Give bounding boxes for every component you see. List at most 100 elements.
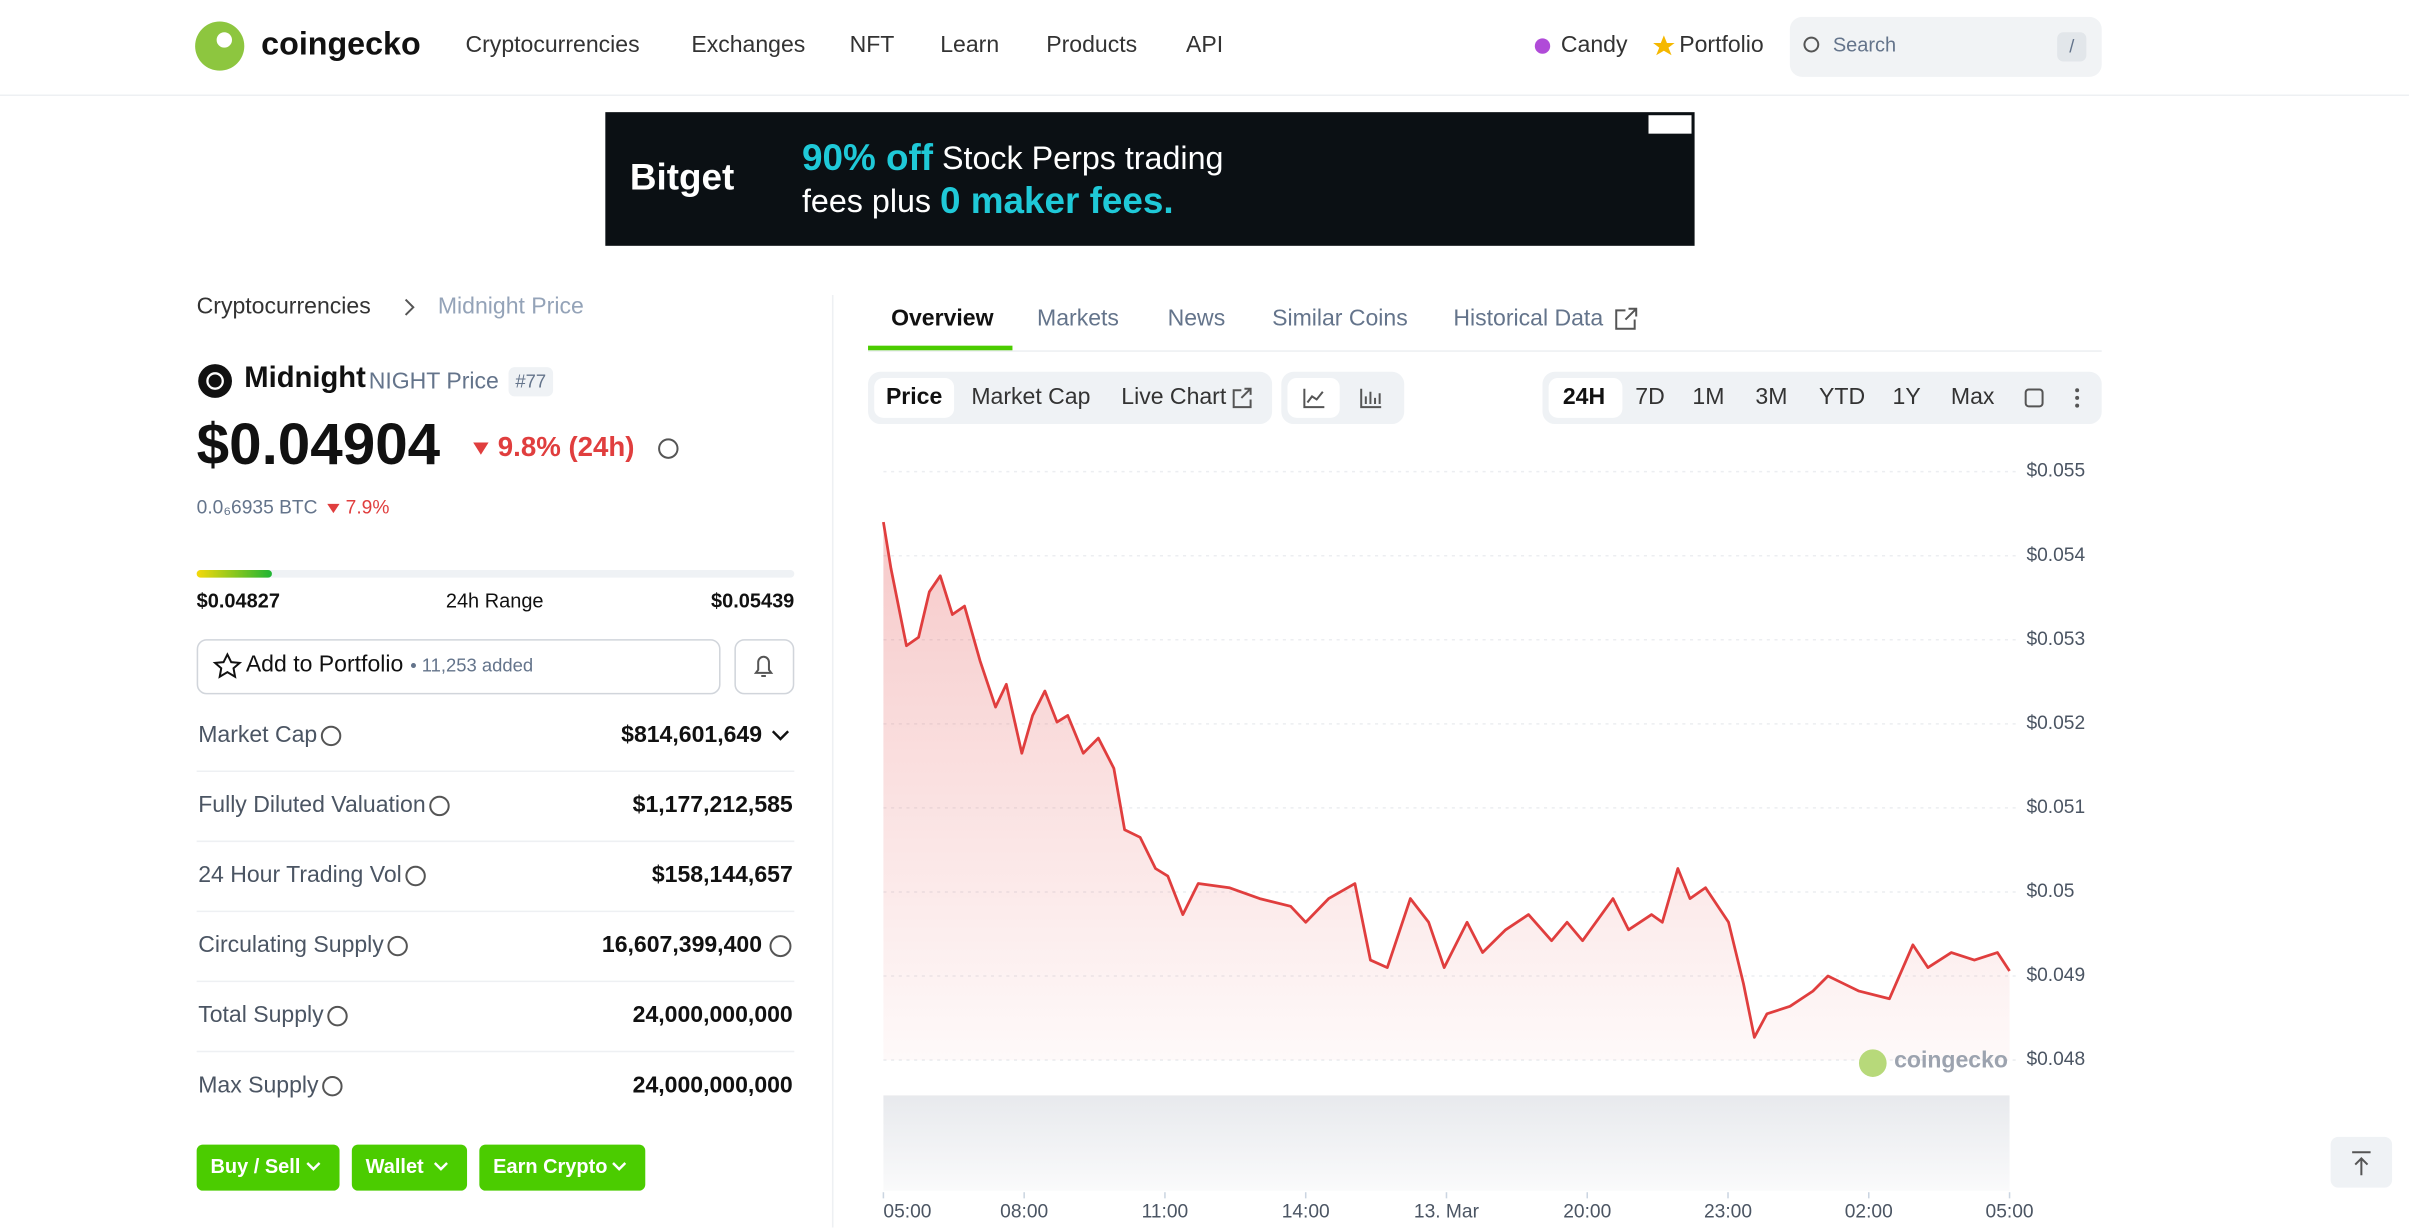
stat-label: Fully Diluted Valuation [198, 791, 425, 817]
range-option[interactable]: 1M [1692, 383, 1724, 409]
y-tick-label: $0.048 [2026, 1049, 2085, 1070]
chevron [433, 1162, 448, 1171]
info-icon [429, 795, 450, 817]
nav-link[interactable]: NFT [850, 31, 895, 57]
nav-link[interactable]: Learn [940, 31, 999, 57]
breadcrumb-link[interactable]: Cryptocurrencies [197, 292, 371, 318]
range-option[interactable]: 3M [1755, 383, 1787, 409]
view-option[interactable]: Price [886, 383, 943, 409]
menu-dot[interactable] [2075, 388, 2080, 393]
nav-link[interactable]: Exchanges [691, 31, 805, 57]
add-portfolio-label: Add to Portfolio [246, 650, 403, 676]
y-tick-label: $0.054 [2026, 545, 2085, 566]
breadcrumb-chevron [404, 298, 415, 316]
range-fill [196, 569, 272, 578]
button-label: Wallet [366, 1156, 424, 1178]
stat-label: Max Supply [198, 1071, 319, 1097]
y-tick-label: $0.055 [2026, 461, 2085, 482]
stat-value: $158,144,657 [652, 861, 793, 887]
btc-change: 7.9% [346, 498, 390, 519]
search-icon [1803, 36, 1820, 53]
range-active[interactable] [1548, 377, 1623, 418]
y-tick-label: $0.053 [2026, 629, 2085, 650]
logo[interactable]: coingecko [261, 26, 421, 62]
view-option[interactable]: Live Chart [1121, 383, 1227, 409]
rank-badge [508, 367, 554, 397]
breadcrumb-current: Midnight Price [438, 292, 584, 318]
y-tick-label: $0.052 [2026, 713, 2085, 734]
ad-highlight: 90% off [802, 137, 934, 178]
x-tick-label: 13. Mar [1414, 1201, 1480, 1222]
star-outline [212, 652, 243, 679]
calendar-icon[interactable] [2024, 388, 2044, 408]
range-option[interactable]: Max [1951, 383, 1995, 409]
price-chart: $0.048 $0.049 $0.05 $0.051 $0.052 $0.053 $0.05… [882, 461, 2085, 1222]
range-option[interactable]: YTD [1819, 383, 1865, 409]
tab[interactable]: Similar Coins [1272, 305, 1408, 331]
tab[interactable]: Markets [1037, 305, 1119, 331]
ad-choices[interactable] [1648, 115, 1692, 134]
stat-label: Total Supply [198, 1001, 324, 1027]
nav-link[interactable]: Cryptocurrencies [466, 31, 640, 57]
watermark-text: coingecko [1894, 1047, 2008, 1073]
search-placeholder: Search [1833, 34, 1896, 56]
candle-chart-icon[interactable] [1360, 388, 1382, 409]
coin-icon-ring [206, 372, 224, 390]
range-toggle [1542, 371, 2102, 425]
ad-line: fees plus 0 maker fees. [802, 180, 1174, 221]
price-line [882, 521, 2011, 1039]
tab[interactable]: Historical Data [1453, 305, 1603, 331]
logo-icon[interactable] [195, 21, 245, 71]
btc-price: 0.0₆6935 BTC [197, 498, 318, 519]
button-label: Earn Crypto [493, 1156, 607, 1178]
menu-dot [2075, 395, 2080, 400]
search-box[interactable] [1789, 16, 2102, 77]
tab[interactable]: News [1168, 305, 1226, 331]
info-icon [322, 1075, 343, 1097]
earn-crypto-button[interactable] [479, 1144, 646, 1191]
ad-banner[interactable]: Bitget 90% off Stock Perps trading fees … [605, 112, 1695, 246]
stat-value: 16,607,399,400 [602, 931, 762, 957]
info-icon [769, 935, 792, 958]
menu-dot [2075, 403, 2080, 408]
external-icon [1232, 387, 1252, 409]
portfolio-link[interactable]: Portfolio [1679, 31, 1764, 57]
volume-area [883, 1095, 2010, 1191]
nav-link[interactable]: Products [1046, 31, 1137, 57]
button-label: Buy / Sell [210, 1156, 300, 1178]
y-tick-label: $0.051 [2026, 797, 2085, 818]
x-tick-label: 11:00 [1142, 1201, 1189, 1222]
line-chart-icon [1303, 388, 1325, 409]
external-icon [1615, 307, 1638, 330]
candy-link[interactable]: Candy [1561, 31, 1628, 57]
rank: #77 [515, 370, 546, 391]
info-icon [387, 935, 408, 957]
chevron [771, 730, 790, 741]
info-icon[interactable] [658, 438, 679, 459]
watermark-icon [1858, 1049, 1887, 1077]
x-tick-label: 14:00 [1282, 1201, 1330, 1222]
view-option[interactable]: Market Cap [971, 383, 1090, 409]
tab-active[interactable]: Overview [891, 305, 994, 331]
range-option[interactable]: 1Y [1893, 383, 1921, 409]
price-area [883, 522, 2010, 1061]
view-active[interactable] [874, 377, 955, 418]
view-toggle [868, 371, 1273, 425]
range-option[interactable]: 7D [1635, 383, 1664, 409]
coin-icon [198, 364, 232, 398]
ad-line: 90% off Stock Perps trading [802, 137, 1223, 178]
buy-sell-button[interactable] [196, 1144, 340, 1191]
ad-text: Stock Perps trading [942, 139, 1223, 175]
watermark: coingecko [1858, 1047, 2008, 1077]
stats-table: Market Cap $814,601,649 Fully Diluted Valu… [196, 721, 795, 1097]
wallet-button[interactable] [351, 1144, 468, 1191]
x-tick-label: 20:00 [1563, 1201, 1611, 1222]
nav-link[interactable]: API [1186, 31, 1223, 57]
range-option[interactable]: 24H [1563, 383, 1605, 409]
add-portfolio-button[interactable] [196, 639, 721, 695]
alert-button[interactable] [734, 639, 795, 695]
ad-background[interactable] [605, 112, 1695, 246]
stat-label: Circulating Supply [198, 931, 384, 957]
candy-icon [1534, 38, 1551, 54]
tabs: Overview Markets News Similar Coins Hist… [868, 305, 2102, 352]
